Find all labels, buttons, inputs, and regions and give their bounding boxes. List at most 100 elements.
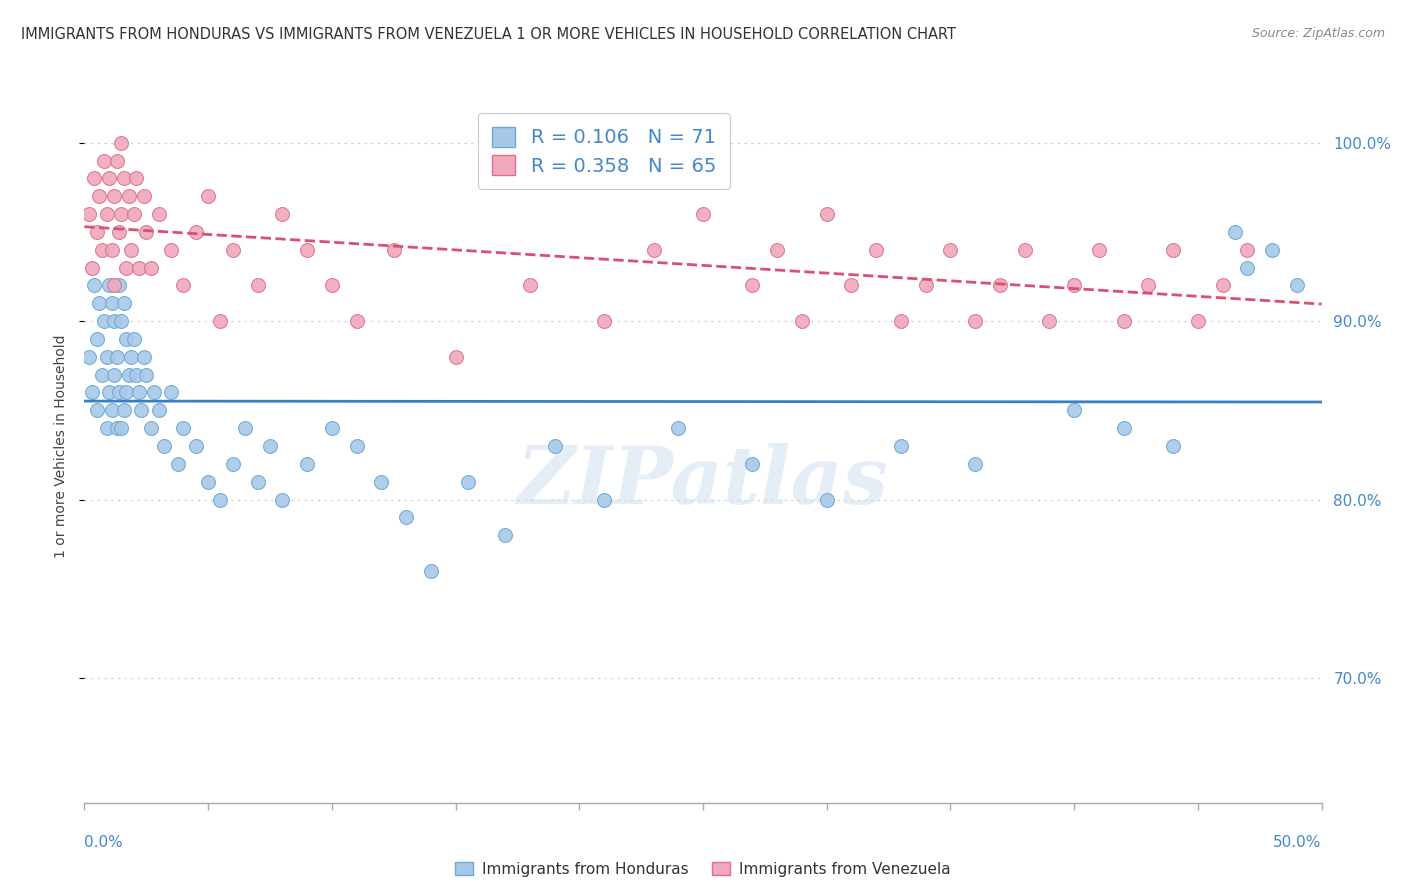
Point (321, 421, 343, 435)
Point (120, 243, 142, 257)
Point (98, 278, 121, 293)
Y-axis label: 1 or more Vehicles in Household: 1 or more Vehicles in Household (53, 334, 67, 558)
Point (110, 136, 132, 150)
Point (167, 457, 190, 471)
Point (246, 278, 269, 293)
Point (103, 368, 125, 382)
Text: Source: ZipAtlas.com: Source: ZipAtlas.com (1251, 27, 1385, 40)
Point (914, 278, 936, 293)
Point (112, 403, 135, 417)
Point (209, 314, 232, 328)
Point (593, 314, 616, 328)
Point (115, 260, 138, 275)
Point (543, 439, 565, 453)
Point (110, 207, 132, 221)
Point (148, 207, 170, 221)
Point (1038, 314, 1060, 328)
Point (108, 225, 131, 239)
Point (115, 332, 138, 346)
Point (115, 385, 138, 400)
Point (222, 243, 245, 257)
Point (90, 243, 112, 257)
Point (100, 296, 122, 310)
Point (209, 492, 232, 507)
Point (865, 243, 887, 257)
Point (222, 457, 245, 471)
Point (112, 171, 135, 186)
Point (112, 296, 135, 310)
Point (110, 314, 132, 328)
Point (1112, 421, 1135, 435)
Point (593, 492, 616, 507)
Point (93, 153, 115, 168)
Point (890, 314, 912, 328)
Point (197, 189, 219, 203)
Point (128, 260, 150, 275)
Point (965, 314, 987, 328)
Point (96, 207, 118, 221)
Point (132, 350, 155, 364)
Point (815, 492, 838, 507)
Point (135, 225, 157, 239)
Point (118, 189, 141, 203)
Point (1014, 243, 1036, 257)
Point (142, 385, 165, 400)
Point (125, 368, 148, 382)
Point (100, 403, 122, 417)
Point (815, 207, 838, 221)
Point (184, 225, 207, 239)
Point (141, 260, 163, 275)
Point (122, 332, 145, 346)
Point (89, 189, 111, 203)
Point (83, 171, 105, 186)
Point (141, 421, 163, 435)
Point (259, 439, 281, 453)
Point (96, 350, 118, 364)
Point (93, 314, 115, 328)
Point (103, 314, 125, 328)
Point (1223, 225, 1246, 239)
Point (1212, 278, 1234, 293)
Point (100, 243, 122, 257)
Point (105, 350, 128, 364)
Point (370, 475, 392, 489)
Point (79, 207, 101, 221)
Point (125, 171, 148, 186)
Point (120, 350, 142, 364)
Point (457, 475, 479, 489)
Point (295, 243, 318, 257)
Point (841, 278, 863, 293)
Point (1187, 314, 1209, 328)
Point (132, 189, 155, 203)
Point (692, 207, 714, 221)
Point (148, 403, 170, 417)
Point (494, 528, 516, 542)
Point (741, 457, 763, 471)
Point (1236, 260, 1258, 275)
Text: IMMIGRANTS FROM HONDURAS VS IMMIGRANTS FROM VENEZUELA 1 OR MORE VEHICLES IN HOUS: IMMIGRANTS FROM HONDURAS VS IMMIGRANTS F… (21, 27, 956, 42)
Point (346, 314, 368, 328)
Point (1063, 403, 1085, 417)
Point (98, 171, 121, 186)
Point (135, 368, 157, 382)
Point (382, 243, 405, 257)
Point (160, 385, 183, 400)
Point (103, 278, 125, 293)
Point (129, 403, 152, 417)
Point (1137, 278, 1160, 293)
Point (395, 510, 418, 524)
Point (105, 153, 128, 168)
Point (110, 421, 132, 435)
Point (643, 243, 665, 257)
Point (939, 243, 962, 257)
Point (1161, 243, 1184, 257)
Point (419, 564, 441, 578)
Point (519, 278, 541, 293)
Text: 0.0%: 0.0% (84, 836, 124, 850)
Point (79, 350, 101, 364)
Point (80, 260, 103, 275)
Point (666, 421, 689, 435)
Point (83, 278, 105, 293)
Point (172, 421, 194, 435)
Point (1112, 314, 1135, 328)
